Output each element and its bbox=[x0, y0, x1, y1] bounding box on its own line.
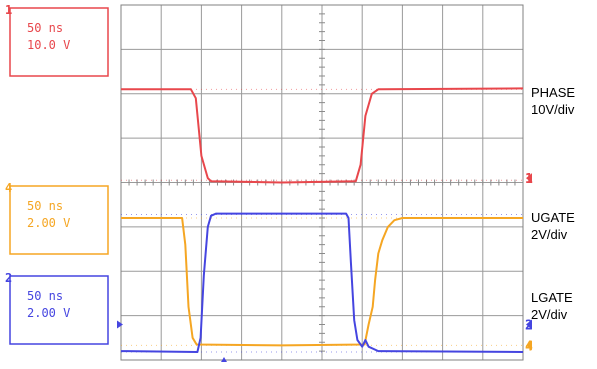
signal-labels: PHASE 10V/div UGATE 2V/div LGATE 2V/div bbox=[531, 85, 575, 322]
ch2-trace bbox=[120, 212, 524, 353]
ch4-readout-box bbox=[9, 185, 109, 255]
trace-layer bbox=[120, 87, 524, 353]
ch2-ground-marker: 2 bbox=[525, 319, 533, 334]
trigger-position-marker bbox=[221, 357, 227, 362]
ch1-ground-arrow bbox=[526, 173, 532, 184]
plot-frame bbox=[120, 4, 524, 361]
trigger-level-arrow bbox=[117, 320, 123, 329]
ch2-timebase: 50 ns bbox=[27, 289, 63, 303]
ch4-ground-marker: 4 bbox=[525, 339, 533, 354]
ch2-readout: 2 50 ns 2.00 V bbox=[5, 271, 109, 345]
ch1-signal-label: PHASE bbox=[531, 85, 575, 100]
ch1-readout-box bbox=[9, 7, 109, 77]
ch2-scale-label: 2V/div bbox=[531, 307, 568, 322]
channel-ground-markers: 1 4 2 bbox=[117, 172, 533, 362]
ch4-ground-arrow bbox=[526, 340, 532, 351]
ch2-readout-marker: 2 bbox=[5, 271, 12, 285]
ch2-readout-box bbox=[9, 275, 109, 345]
ch2-ground-arrow bbox=[526, 319, 532, 330]
ch2-signal-label: LGATE bbox=[531, 290, 573, 305]
ch4-scale-label: 2V/div bbox=[531, 227, 568, 242]
ch4-signal-label: UGATE bbox=[531, 210, 575, 225]
ch1-scale-label: 10V/div bbox=[531, 102, 575, 117]
ch1-scale: 10.0 V bbox=[27, 38, 70, 52]
graticule-grid bbox=[120, 4, 524, 361]
ch4-scale: 2.00 V bbox=[27, 216, 70, 230]
ch4-readout-marker: 4 bbox=[5, 181, 12, 195]
ch4-trace bbox=[121, 217, 523, 347]
ch1-readout-marker: 1 bbox=[5, 3, 12, 17]
ch2-scale: 2.00 V bbox=[27, 306, 70, 320]
ch4-readout: 4 50 ns 2.00 V bbox=[5, 181, 109, 255]
ch4-timebase: 50 ns bbox=[27, 199, 63, 213]
ch1-ground-marker: 1 bbox=[525, 172, 533, 187]
ch1-readout: 1 50 ns 10.0 V bbox=[5, 3, 109, 77]
ch1-trace bbox=[121, 87, 524, 184]
channel-readout-boxes: 1 50 ns 10.0 V 4 50 ns 2.00 V 2 50 ns 2.00 V bbox=[5, 3, 109, 345]
ch1-timebase: 50 ns bbox=[27, 21, 63, 35]
